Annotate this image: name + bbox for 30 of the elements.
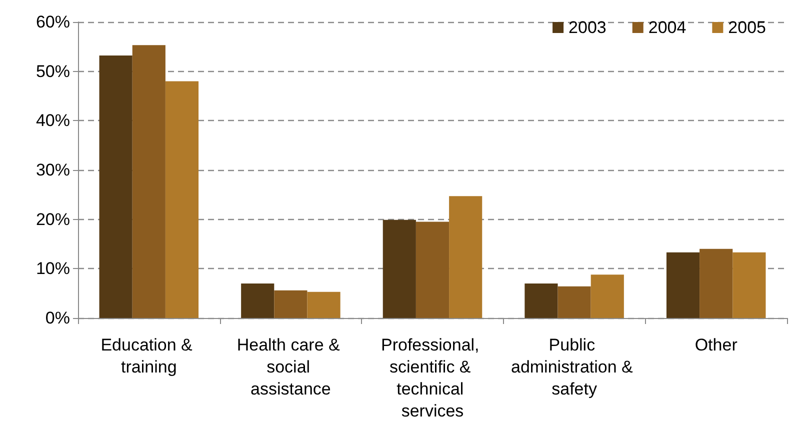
bar [132,45,166,318]
bar [382,220,416,318]
y-tick-label: 20% [36,210,70,229]
bar [274,290,308,318]
bar [241,283,274,318]
x-tick-label: Education & training [100,336,198,376]
bar [558,286,591,318]
legend-label: 2003 [568,18,606,37]
x-tick-label: Public administration & safety [510,336,638,398]
bar [590,274,624,318]
bar [732,252,766,318]
bar [666,252,700,318]
bar [416,222,450,318]
y-tick-label: 10% [36,259,70,278]
y-tick-label: 30% [36,160,70,180]
bar [449,196,482,318]
x-tick-label: Health care & social assistance [236,336,345,398]
x-tick-label: Professional, scientific & technical services [381,336,484,420]
bar [307,292,340,318]
bar [700,248,733,318]
bar [165,81,199,318]
bar [99,56,132,318]
bar [524,283,558,318]
legend-label: 2005 [728,18,766,37]
y-tick-label: 0% [45,308,70,328]
legend-label: 2004 [648,18,686,37]
y-tick-label: 50% [36,62,70,81]
y-tick-label: 40% [36,111,70,130]
y-tick-label: 60% [36,12,70,32]
x-tick-label: Other [694,336,738,354]
